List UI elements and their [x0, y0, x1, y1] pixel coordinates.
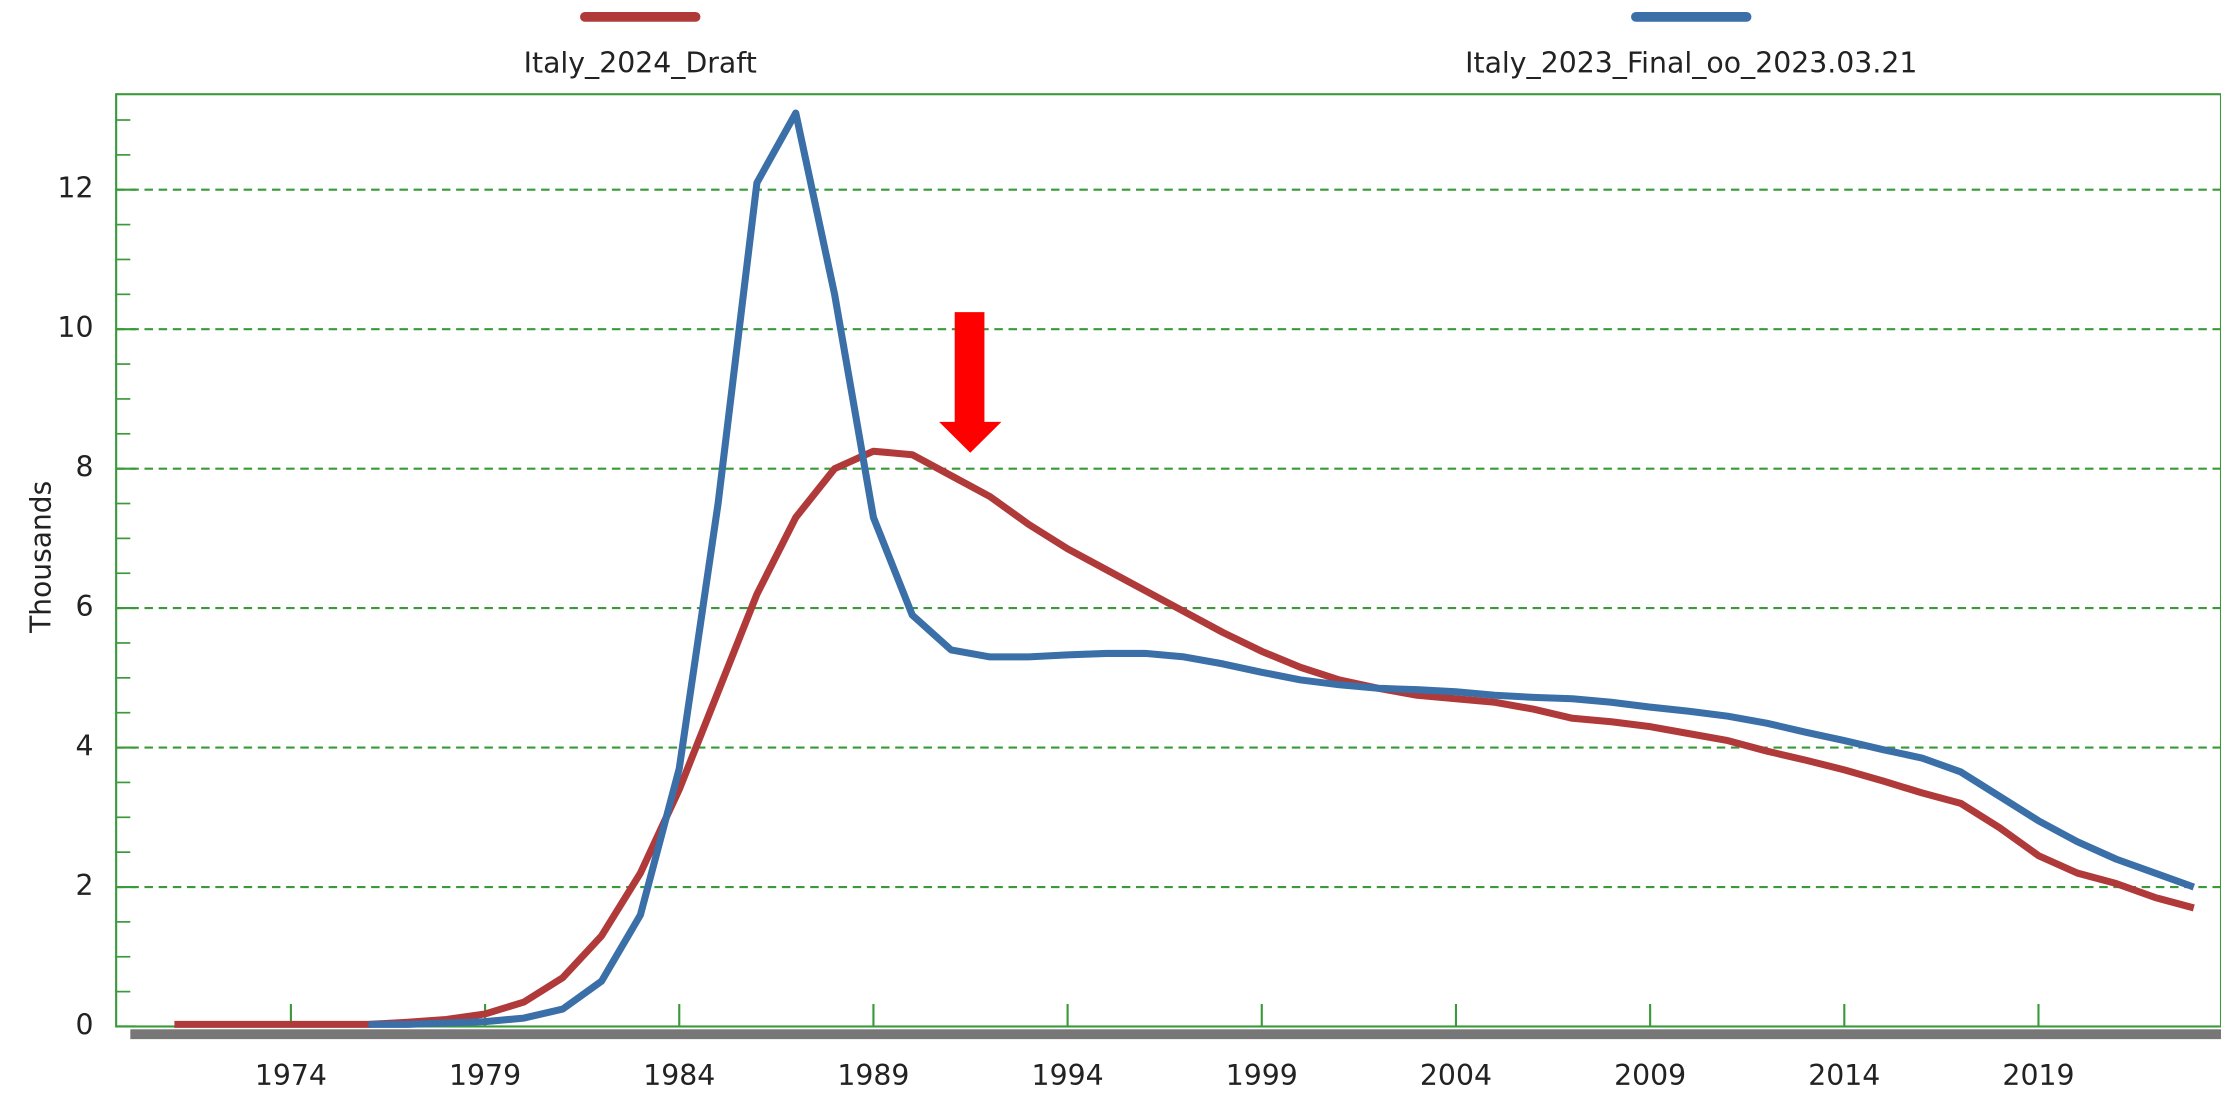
y-axis-label: Thousands: [24, 481, 57, 634]
x-tick-label: 1984: [643, 1059, 715, 1092]
series-line: [368, 109, 2196, 1028]
y-tick-label: 12: [57, 172, 93, 205]
y-tick-label: 0: [75, 1009, 93, 1042]
x-tick-label: 2004: [1420, 1059, 1492, 1092]
x-tick-label: 1989: [837, 1059, 909, 1092]
series-line: [174, 447, 2195, 1028]
x-tick-label: 2014: [1808, 1059, 1880, 1092]
x-tick-label: 1974: [255, 1059, 327, 1092]
y-tick-label: 4: [75, 730, 93, 763]
y-tick-label: 8: [75, 451, 93, 484]
x-tick-label: 1999: [1226, 1059, 1298, 1092]
y-tick-label: 10: [57, 311, 93, 344]
legend-label: Italy_2024_Draft: [524, 47, 757, 80]
x-tick-label: 1979: [449, 1059, 521, 1092]
axis-base: [130, 1029, 2221, 1040]
y-tick-label: 6: [75, 590, 93, 623]
x-tick-label: 1994: [1032, 1059, 1104, 1092]
plot-frame: [115, 93, 2221, 1028]
legend-label: Italy_2023_Final_oo_2023.03.21: [1465, 47, 1917, 80]
annotation-arrow: [939, 312, 1002, 453]
y-tick-label: 2: [75, 869, 93, 902]
x-tick-label: 2019: [2002, 1059, 2074, 1092]
x-tick-label: 2009: [1614, 1059, 1686, 1092]
